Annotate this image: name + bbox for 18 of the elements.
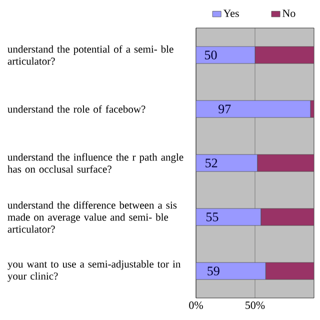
bar xyxy=(257,154,314,172)
data-label: 97 xyxy=(218,104,231,114)
data-label: 52 xyxy=(206,158,218,168)
legend-label: Yes xyxy=(223,10,239,18)
y-tick-label: understand the potential of a semi- ble articulator? xyxy=(8,45,174,65)
data-label: 59 xyxy=(208,266,220,276)
y-tick-label: understand the influence the r path angle has on occlusal surface? xyxy=(8,153,184,173)
y-tick-label: you want to use a semi-adjustable tor in your clinic? xyxy=(8,260,181,282)
data-label: 55 xyxy=(206,212,218,222)
y-tick-label: understand the difference between a sis made on average value and semi- ble articulator? xyxy=(8,201,177,233)
legend-label: No xyxy=(282,10,296,18)
bar xyxy=(254,46,314,64)
y-tick-label: understand the role of facebow? xyxy=(8,105,146,113)
data-label: 50 xyxy=(205,50,217,60)
x-tick-label: 50% xyxy=(246,302,265,309)
bar xyxy=(260,208,314,226)
bar xyxy=(265,262,314,280)
x-tick-label: 0% xyxy=(189,302,203,309)
